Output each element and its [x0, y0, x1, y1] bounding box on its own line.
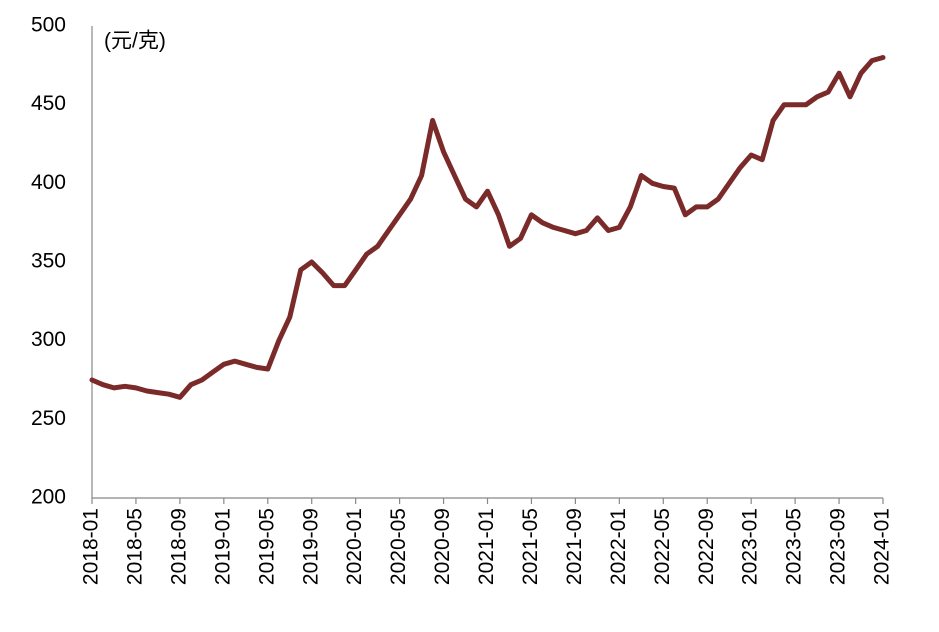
x-tick-label: 2022-09 [695, 508, 718, 585]
x-tick-label: 2021-05 [519, 508, 542, 585]
x-tick-label: 2024-01 [871, 508, 894, 585]
unit-label: (元/克) [104, 30, 166, 53]
x-tick-label: 2021-09 [563, 508, 586, 585]
x-tick-label: 2021-01 [475, 508, 498, 585]
x-tick-label: 2018-05 [123, 508, 146, 585]
x-tick-label: 2022-05 [651, 508, 674, 585]
y-tick-label: 400 [31, 171, 66, 194]
x-tick-label: 2018-01 [80, 508, 103, 585]
y-tick-label: 350 [31, 250, 66, 273]
x-tick-label: 2023-01 [739, 508, 762, 585]
x-tick-label: 2018-09 [167, 508, 190, 585]
x-tick-label: 2019-05 [255, 508, 278, 585]
y-tick-label: 200 [31, 486, 66, 509]
y-tick-label: 250 [31, 407, 66, 430]
y-tick-label: 450 [31, 92, 66, 115]
price-line [89, 55, 886, 400]
x-tick-label: 2019-09 [299, 508, 322, 585]
x-tick-label: 2023-05 [783, 508, 806, 585]
y-tick-label: 500 [31, 14, 66, 37]
x-tick-label: 2019-01 [211, 508, 234, 585]
x-tick-label: 2022-01 [607, 508, 630, 585]
x-tick-label: 2020-05 [387, 508, 410, 585]
y-tick-label: 300 [31, 328, 66, 351]
x-tick-label: 2020-01 [343, 508, 366, 585]
x-tick-label: 2020-09 [431, 508, 454, 585]
x-tick-label: 2023-09 [827, 508, 850, 585]
